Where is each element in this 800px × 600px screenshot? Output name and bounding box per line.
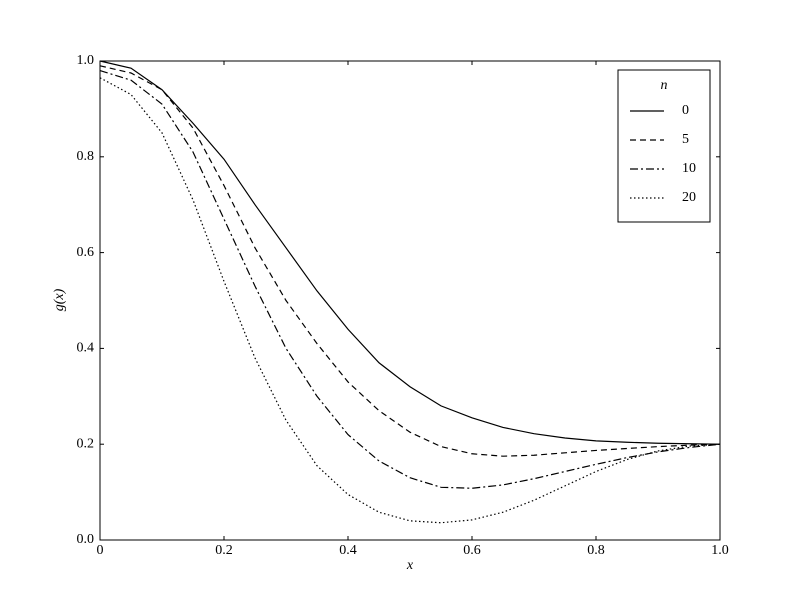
y-tick-label: 0.2	[77, 436, 95, 451]
y-axis-label: g(x)	[52, 288, 67, 311]
y-tick-label: 0.6	[77, 245, 95, 260]
legend-label: 20	[682, 190, 696, 205]
legend-label: 0	[682, 103, 689, 118]
line-series	[99, 70, 721, 489]
x-tick-label: 0.6	[463, 543, 481, 558]
line-series	[99, 77, 721, 524]
legend-box	[617, 69, 711, 223]
x-axis-label: x	[406, 558, 414, 573]
legend-label: 10	[682, 161, 696, 176]
y-tick-label: 0.0	[77, 532, 95, 547]
line-series	[99, 65, 721, 457]
x-tick-label: 0.4	[339, 543, 357, 558]
x-tick-label: 1.0	[711, 543, 729, 558]
plot-frame	[99, 60, 721, 541]
y-tick-label: 1.0	[77, 53, 95, 68]
x-tick-label: 0.8	[587, 543, 605, 558]
line-series	[99, 60, 721, 445]
y-tick-label: 0.4	[77, 341, 95, 356]
legend-label: 5	[682, 132, 689, 147]
x-tick-label: 0	[97, 543, 104, 558]
y-tick-label: 0.8	[77, 149, 95, 164]
x-tick-label: 0.2	[215, 543, 233, 558]
legend-title: n	[661, 78, 668, 93]
